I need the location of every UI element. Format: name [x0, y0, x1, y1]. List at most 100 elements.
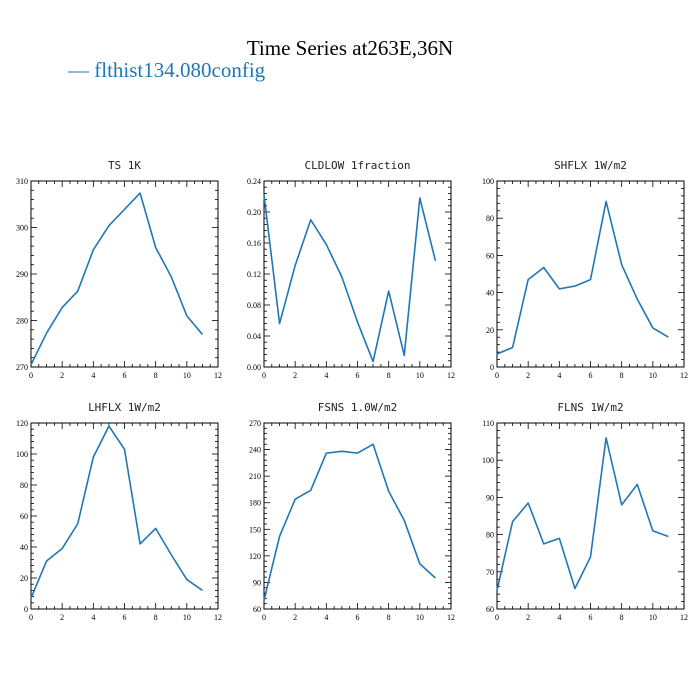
x-tick-label: 8 [387, 613, 391, 622]
y-tick-label: 180 [249, 499, 261, 508]
series-line [263, 194, 437, 363]
y-tick-label: 100 [16, 450, 28, 459]
x-tick-label: 6 [589, 613, 593, 622]
x-tick-label: 8 [387, 371, 391, 380]
y-tick-label: 110 [482, 419, 494, 428]
y-tick-label: 270 [249, 419, 261, 428]
legend-label: flthist134.080config [94, 58, 266, 82]
x-tick-label: 2 [293, 371, 297, 380]
y-tick-label: 0.00 [247, 363, 261, 372]
y-tick-label: 0 [490, 363, 494, 372]
y-tick-label: 60 [253, 605, 261, 614]
series-line [496, 200, 669, 355]
x-tick-label: 0 [262, 613, 266, 622]
x-tick-label: 6 [356, 613, 360, 622]
y-tick-label: 0.04 [247, 332, 261, 341]
y-tick-label: 90 [486, 493, 494, 502]
panel-title: TS 1K [108, 159, 141, 172]
y-tick-label: 0.16 [247, 239, 261, 248]
y-tick-label: 0 [24, 605, 28, 614]
x-tick-label: 6 [356, 371, 360, 380]
x-tick-label: 2 [293, 613, 297, 622]
x-tick-label: 2 [526, 371, 530, 380]
y-tick-label: 40 [486, 289, 494, 298]
x-tick-label: 10 [416, 613, 424, 622]
y-tick-label: 80 [20, 481, 28, 490]
x-tick-label: 2 [60, 371, 64, 380]
plot-frame [263, 422, 452, 610]
x-tick-label: 8 [620, 371, 624, 380]
y-tick-label: 40 [20, 543, 28, 552]
y-tick-label: 0.12 [247, 270, 261, 279]
x-tick-label: 4 [324, 371, 328, 380]
y-tick-label: 0.08 [247, 301, 261, 310]
y-tick-label: 100 [482, 177, 494, 186]
y-tick-label: 210 [249, 472, 261, 481]
x-tick-label: 4 [91, 613, 95, 622]
x-tick-label: 10 [183, 371, 191, 380]
y-tick-label: 280 [16, 317, 28, 326]
chart-panel: CLDLOW 1fraction 0 2 4 6 8 10 12 0.00 0.04 0.08 0.1… [247, 159, 455, 380]
y-tick-label: 240 [249, 446, 261, 455]
y-tick-label: 80 [486, 531, 494, 540]
y-tick-label: 20 [20, 574, 28, 583]
y-tick-label: 120 [249, 552, 261, 561]
y-tick-label: 310 [16, 177, 28, 186]
x-tick-label: 2 [60, 613, 64, 622]
plot-frame [496, 422, 685, 610]
x-tick-label: 0 [495, 613, 499, 622]
series-line [30, 192, 204, 366]
panel-title: LHFLX 1W/m2 [88, 401, 161, 414]
y-tick-label: 270 [16, 363, 28, 372]
x-tick-label: 10 [649, 613, 657, 622]
x-tick-label: 4 [557, 613, 561, 622]
x-tick-label: 8 [154, 613, 158, 622]
plot-frame [496, 180, 685, 368]
y-tick-label: 0.24 [247, 177, 261, 186]
x-tick-label: 10 [649, 371, 657, 380]
x-tick-label: 10 [416, 371, 424, 380]
x-tick-label: 2 [526, 613, 530, 622]
y-tick-label: 100 [482, 456, 494, 465]
x-tick-label: 0 [495, 371, 499, 380]
x-tick-label: 12 [447, 371, 455, 380]
x-tick-label: 0 [29, 613, 33, 622]
x-tick-label: 0 [29, 371, 33, 380]
chart-panel: FLNS 1W/m2 0 2 4 6 8 10 12 60 70 80 90 100 110 [482, 401, 688, 622]
x-tick-label: 0 [262, 371, 266, 380]
y-tick-label: 60 [486, 605, 494, 614]
x-tick-label: 10 [183, 613, 191, 622]
panel-title: FSNS 1.0W/m2 [318, 401, 397, 414]
y-tick-label: 300 [16, 224, 28, 233]
y-tick-label: 290 [16, 270, 28, 279]
x-tick-label: 12 [214, 371, 222, 380]
x-tick-label: 12 [680, 613, 688, 622]
y-tick-label: 150 [249, 525, 261, 534]
y-tick-label: 20 [486, 326, 494, 335]
x-tick-label: 4 [91, 371, 95, 380]
x-tick-label: 8 [154, 371, 158, 380]
series-line [496, 437, 669, 591]
figure-title: Time Series at263E,36N [246, 36, 454, 60]
panel-title: CLDLOW 1fraction [305, 159, 411, 172]
legend: — flthist134.080config [68, 58, 265, 83]
x-tick-label: 8 [620, 613, 624, 622]
x-tick-label: 4 [557, 371, 561, 380]
y-tick-label: 70 [486, 568, 494, 577]
x-tick-label: 12 [214, 613, 222, 622]
series-line [30, 425, 203, 599]
panel-title: SHFLX 1W/m2 [554, 159, 627, 172]
chart-panel: SHFLX 1W/m2 0 2 4 6 8 10 12 0 20 40 60 80 100 [482, 159, 688, 380]
y-tick-label: 60 [486, 251, 494, 260]
chart-panel: FSNS 1.0W/m2 0 2 4 6 8 10 12 60 90 120 150 180 210 240… [249, 401, 455, 622]
y-tick-label: 120 [16, 419, 28, 428]
x-tick-label: 12 [447, 613, 455, 622]
y-tick-label: 60 [20, 512, 28, 521]
x-tick-label: 4 [324, 613, 328, 622]
y-tick-label: 0.20 [247, 208, 261, 217]
x-tick-label: 6 [123, 613, 127, 622]
legend-line-marker: — [68, 58, 89, 82]
x-tick-label: 12 [680, 371, 688, 380]
